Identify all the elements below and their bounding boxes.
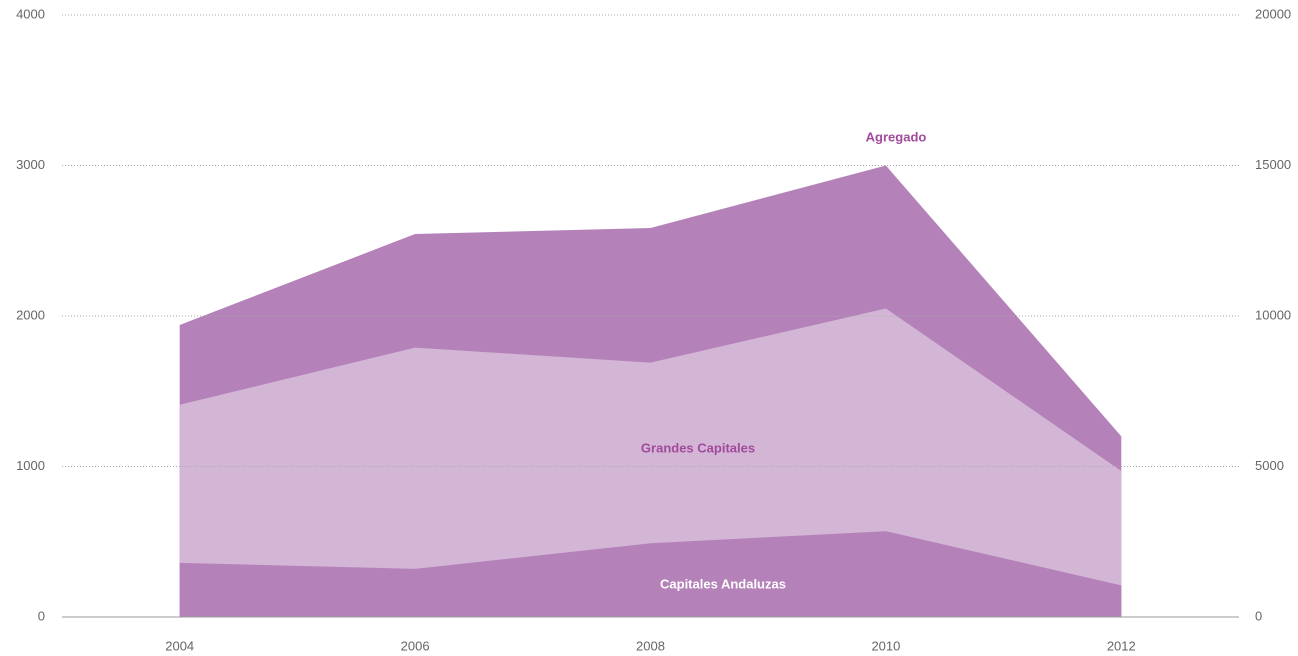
y2-tick-label: 15000 xyxy=(1255,157,1291,172)
x-tick-label: 2010 xyxy=(871,638,900,653)
area xyxy=(179,531,1122,617)
y-tick-label: 0 xyxy=(38,608,45,623)
y-tick-label: 1000 xyxy=(16,458,45,473)
y-tick-label: 3000 xyxy=(16,157,45,172)
y2-tick-label: 0 xyxy=(1255,608,1262,623)
series-label: Grandes Capitales xyxy=(641,440,755,455)
y2-tick-label: 20000 xyxy=(1255,6,1291,21)
y-tick-label: 2000 xyxy=(16,307,45,322)
y2-tick-label: 5000 xyxy=(1255,458,1284,473)
series-label: Capitales Andaluzas xyxy=(660,576,786,591)
y2-tick-label: 10000 xyxy=(1255,307,1291,322)
x-tick-label: 2004 xyxy=(165,638,194,653)
x-tick-label: 2006 xyxy=(401,638,430,653)
x-tick-label: 2008 xyxy=(636,638,665,653)
y-tick-label: 4000 xyxy=(16,6,45,21)
x-tick-label: 2012 xyxy=(1107,638,1136,653)
series-label: Agregado xyxy=(866,129,927,144)
